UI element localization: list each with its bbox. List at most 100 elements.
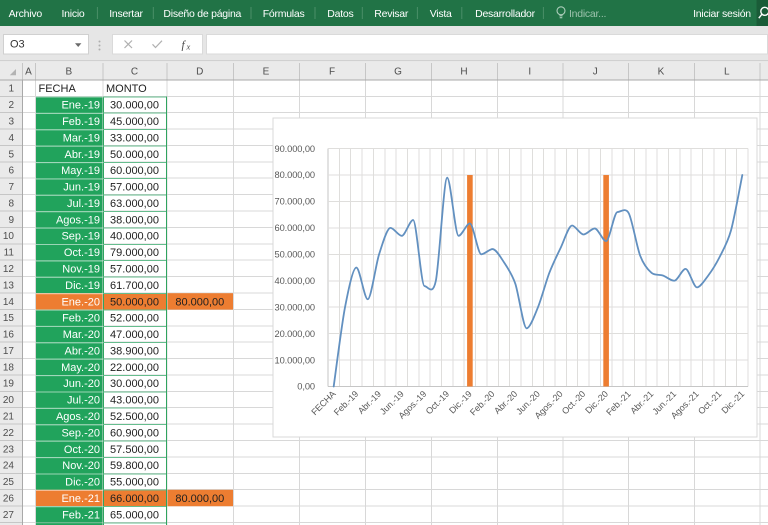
svg-text:30.000,00: 30.000,00 [110,378,159,390]
svg-text:x: x [186,42,191,52]
svg-text:Ene.-20: Ene.-20 [61,296,100,308]
svg-text:E: E [263,67,270,78]
svg-text:21: 21 [3,412,15,423]
svg-text:5: 5 [8,149,14,160]
svg-text:10: 10 [3,231,15,242]
svg-text:15: 15 [3,313,15,324]
svg-text:13: 13 [3,280,15,291]
svg-text:J: J [593,67,598,78]
svg-text:O3: O3 [10,39,25,51]
svg-text:Ene.-21: Ene.-21 [61,493,100,505]
svg-text:L: L [724,67,730,78]
svg-text:66.000,00: 66.000,00 [110,493,159,505]
svg-text:9: 9 [8,215,14,226]
svg-text:Fórmulas: Fórmulas [263,8,305,20]
svg-text:24: 24 [3,461,15,472]
svg-text:80.000,00: 80.000,00 [275,170,315,180]
svg-text:59.800,00: 59.800,00 [110,460,159,472]
svg-text:Nov.-20: Nov.-20 [62,460,100,472]
svg-text:Agos.-19: Agos.-19 [56,214,100,226]
svg-text:Mar.-19: Mar.-19 [63,132,100,144]
svg-text:Dic.-19: Dic.-19 [65,280,100,292]
svg-text:17: 17 [3,346,15,357]
svg-text:26: 26 [3,493,15,504]
svg-text:57.000,00: 57.000,00 [110,182,159,194]
svg-text:50.000,00: 50.000,00 [110,149,159,161]
svg-text:7: 7 [8,182,14,193]
svg-text:16: 16 [3,330,15,341]
svg-text:Iniciar sesión: Iniciar sesión [693,8,751,20]
svg-text:Abr.-19: Abr.-19 [65,149,100,161]
svg-text:Jun.-19: Jun.-19 [63,182,100,194]
svg-text:70.000,00: 70.000,00 [275,197,315,207]
svg-text:B: B [65,67,72,78]
svg-text:60.000,00: 60.000,00 [275,223,315,233]
svg-text:Abr.-20: Abr.-20 [65,345,100,357]
svg-text:19: 19 [3,379,15,390]
svg-text:90.000,00: 90.000,00 [275,144,315,154]
svg-text:18: 18 [3,362,15,373]
svg-text:57.500,00: 57.500,00 [110,444,159,456]
svg-text:40.000,00: 40.000,00 [275,276,315,286]
svg-text:Agos.-20: Agos.-20 [56,411,100,423]
svg-text:40.000,00: 40.000,00 [110,231,159,243]
svg-text:63.000,00: 63.000,00 [110,198,159,210]
svg-text:43.000,00: 43.000,00 [110,395,159,407]
svg-text:Datos: Datos [327,8,353,20]
svg-text:27: 27 [3,510,15,521]
svg-text:12: 12 [3,264,15,275]
svg-text:47.000,00: 47.000,00 [110,329,159,341]
svg-text:20: 20 [3,395,15,406]
svg-text:22: 22 [3,428,15,439]
svg-text:May.-20: May.-20 [61,362,100,374]
svg-text:50.000,00: 50.000,00 [110,296,159,308]
svg-text:2: 2 [8,100,14,111]
svg-text:60.900,00: 60.900,00 [110,427,159,439]
svg-text:Archivo: Archivo [9,8,43,20]
svg-text:11: 11 [4,248,15,259]
svg-text:K: K [658,67,665,78]
svg-text:Inicio: Inicio [61,8,84,20]
svg-text:10.000,00: 10.000,00 [275,355,315,365]
svg-text:May.-19: May.-19 [61,165,100,177]
svg-text:I: I [528,67,531,78]
svg-text:Mar.-20: Mar.-20 [63,329,100,341]
svg-text:Sep.-19: Sep.-19 [61,231,100,243]
svg-text:Insertar: Insertar [109,8,143,20]
svg-text:22.000,00: 22.000,00 [110,362,159,374]
svg-text:H: H [460,67,467,78]
svg-text:61.700,00: 61.700,00 [110,280,159,292]
svg-text:14: 14 [3,297,15,308]
svg-text:65.000,00: 65.000,00 [110,509,159,521]
svg-text:MONTO: MONTO [106,83,147,95]
svg-text:Ene.-19: Ene.-19 [61,100,100,112]
svg-text:23: 23 [3,444,15,455]
svg-text:Feb.-20: Feb.-20 [62,313,100,325]
svg-text:38.000,00: 38.000,00 [110,214,159,226]
svg-text:38.900,00: 38.900,00 [110,345,159,357]
svg-text:6: 6 [8,166,14,177]
svg-text:Feb.-19: Feb.-19 [62,116,100,128]
svg-text:Diseño de página: Diseño de página [163,8,241,20]
svg-text:45.000,00: 45.000,00 [110,116,159,128]
svg-text:Sep.-20: Sep.-20 [61,427,100,439]
svg-text:D: D [196,67,203,78]
svg-text:Oct.-20: Oct.-20 [64,444,100,456]
svg-text:Feb.-21: Feb.-21 [62,509,100,521]
svg-text:Jul.-20: Jul.-20 [67,395,100,407]
svg-text:50.000,00: 50.000,00 [275,250,315,260]
svg-text:30.000,00: 30.000,00 [275,302,315,312]
svg-text:A: A [25,67,32,78]
svg-text:80.000,00: 80.000,00 [175,296,224,308]
svg-text:Jun.-20: Jun.-20 [63,378,100,390]
svg-text:Desarrollador: Desarrollador [475,8,536,20]
svg-text:Jul.-19: Jul.-19 [67,198,100,210]
svg-text:3: 3 [8,117,14,128]
svg-text:C: C [131,67,138,78]
svg-text:57.000,00: 57.000,00 [110,264,159,276]
svg-text:60.000,00: 60.000,00 [110,165,159,177]
svg-text:52.000,00: 52.000,00 [110,313,159,325]
svg-text:Revisar: Revisar [374,8,409,20]
svg-text:F: F [329,67,335,78]
svg-text:f: f [182,40,187,52]
